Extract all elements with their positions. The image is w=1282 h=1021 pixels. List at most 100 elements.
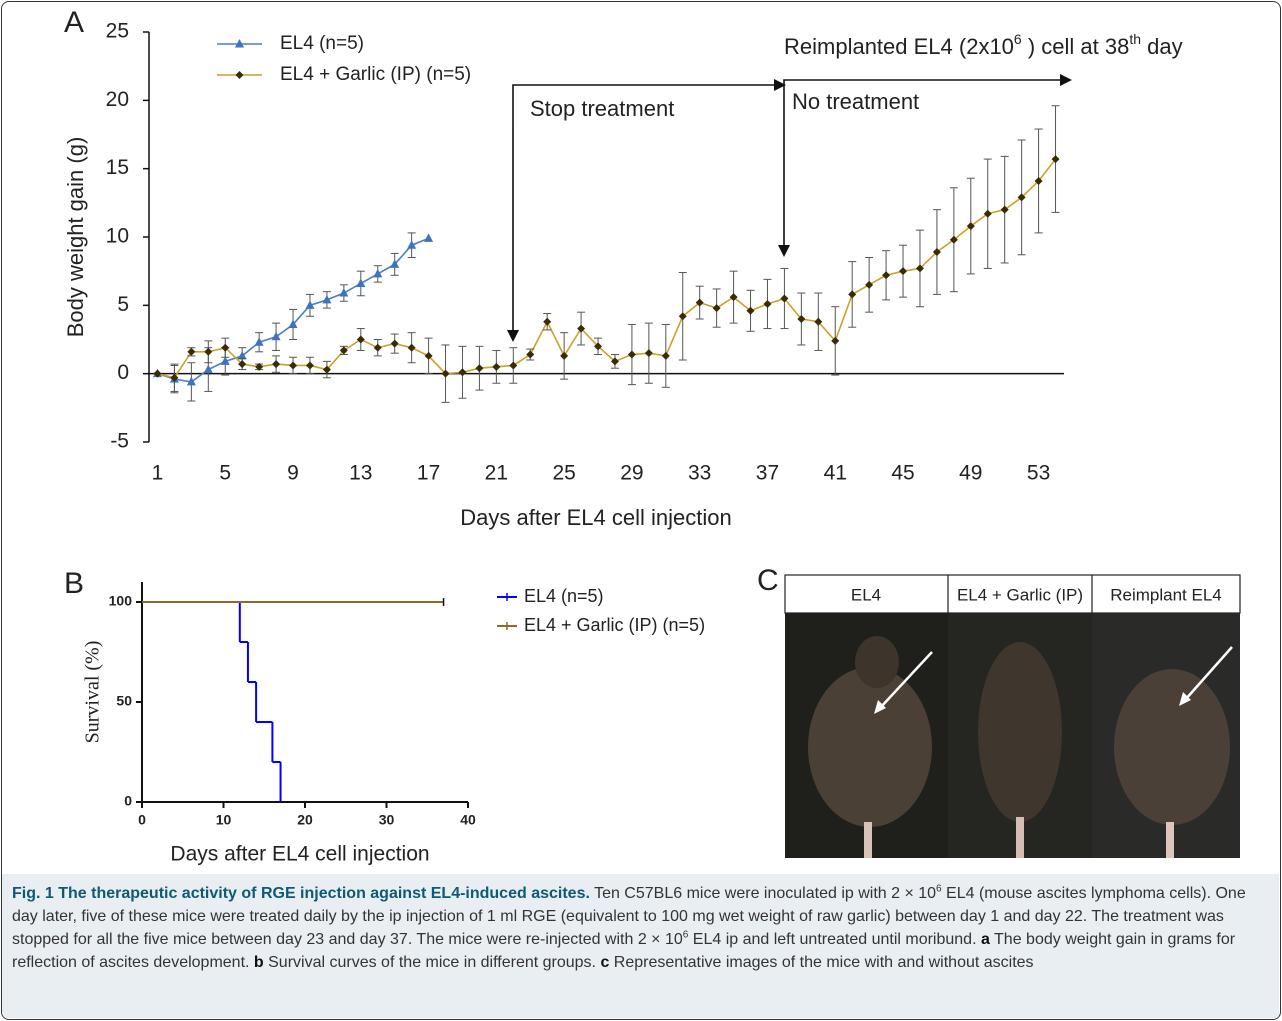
arrow	[783, 79, 1064, 250]
x-tick-label: 5	[219, 462, 231, 485]
data-point	[424, 351, 433, 360]
x-tick-label: 37	[756, 462, 779, 485]
caption-panel-ref: c	[600, 954, 610, 971]
y-tick-label: 50	[116, 693, 132, 709]
data-point	[949, 235, 958, 244]
data-point	[1017, 193, 1026, 202]
data-point	[678, 312, 687, 321]
y-tick-label: 5	[117, 293, 129, 316]
x-tick-label: 41	[824, 462, 847, 485]
data-point	[339, 288, 349, 297]
data-point	[322, 365, 331, 374]
data-point	[272, 360, 281, 369]
data-point	[271, 331, 281, 341]
x-tick-label: 10	[216, 812, 232, 828]
arrowhead	[774, 79, 786, 91]
column-header: EL4	[851, 585, 881, 604]
data-point	[746, 306, 755, 315]
column-header: EL4 + Garlic (IP)	[957, 585, 1083, 604]
arrowhead	[1179, 692, 1191, 706]
x-tick-label: 0	[138, 812, 146, 828]
arrowheads	[507, 74, 1072, 342]
caption-superscript: 6	[682, 929, 689, 941]
mouse-tail	[1016, 817, 1024, 858]
x-tick-label: 25	[552, 462, 575, 485]
annotation-superscript: 6	[1014, 31, 1022, 47]
arrowhead	[778, 245, 790, 257]
data-point	[594, 342, 603, 351]
data-point	[695, 298, 704, 307]
data-point	[186, 376, 196, 386]
data-point	[238, 360, 247, 369]
data-point	[780, 294, 789, 303]
mouse-body	[1114, 669, 1230, 825]
data-point	[373, 343, 382, 352]
data-point	[373, 268, 383, 278]
caption-panel-ref: b	[253, 954, 264, 971]
panel-letter: C	[757, 564, 779, 597]
arrowhead	[874, 700, 886, 714]
data-point	[915, 264, 924, 273]
data-point	[865, 280, 874, 289]
x-axis-label: Days after EL4 cell injection	[460, 505, 731, 530]
y-tick-label: 10	[106, 225, 129, 248]
x-tick-label: 1	[152, 462, 164, 485]
x-tick-label: 20	[297, 812, 313, 828]
y-tick-label: 0	[124, 793, 132, 809]
data-point	[848, 290, 857, 299]
annotation: Reimplanted EL4 (2x106 ) cell at 38th da…	[784, 31, 1183, 59]
data-point	[407, 240, 417, 249]
y-tick-label: 15	[106, 156, 129, 179]
data-point	[644, 349, 653, 358]
y-tick-label: 0	[117, 361, 129, 384]
figure-panels: A B C Days after EL4 cell injection Body…	[63, 6, 1241, 866]
arrow	[1184, 646, 1233, 701]
data-point	[797, 315, 806, 323]
data-point	[203, 364, 213, 374]
y-tick-label: 100	[109, 593, 133, 609]
caption-text: Representative images of the mice with a…	[609, 954, 1034, 971]
x-tick-label: 29	[620, 462, 643, 485]
data-point	[610, 357, 619, 366]
x-axis-label: Days after EL4 cell injection	[170, 843, 429, 866]
caption-superscript: 6	[936, 883, 942, 895]
data-point	[289, 361, 298, 370]
data-point	[627, 350, 636, 359]
data-point	[983, 209, 992, 218]
arrowhead	[1060, 74, 1072, 86]
data-point	[712, 304, 721, 313]
data-point	[220, 356, 230, 365]
caption-text: Survival curves of the mice in different…	[263, 954, 601, 971]
data-point	[441, 369, 450, 378]
data-point	[882, 271, 891, 280]
caption: Fig. 1 The therapeutic activity of RGE i…	[2, 874, 1279, 1018]
data-point	[543, 317, 552, 326]
column-header: Reimplant EL4	[1110, 585, 1222, 604]
data-point	[831, 336, 840, 345]
data-point	[424, 233, 434, 242]
annotation: No treatment	[792, 89, 919, 114]
caption-panel-ref: a	[980, 931, 990, 948]
annotation-part: Reimplanted EL4 (2x10	[784, 34, 1014, 59]
data-point	[204, 347, 213, 356]
legend-label: EL4 + Garlic (IP) (n=5)	[280, 64, 471, 85]
x-tick-label: 45	[891, 462, 914, 485]
data-point	[763, 299, 772, 308]
annotation-part: ) cell at 38	[1022, 34, 1130, 59]
data-point	[492, 362, 501, 371]
caption-text: EL4 (mouse ascites lymphoma cells). One …	[12, 885, 1246, 948]
data-point	[288, 319, 298, 328]
x-tick-label: 21	[485, 462, 508, 485]
data-point	[237, 350, 247, 360]
panel-c: EL4 EL4 + Garlic (IP) Reimplant EL4	[784, 574, 1241, 858]
data-point	[899, 267, 908, 276]
data-point	[526, 350, 535, 359]
arrow	[512, 84, 778, 335]
annotation-superscript: th	[1129, 31, 1141, 47]
data-point	[1034, 176, 1043, 185]
panel-letter: B	[64, 567, 84, 600]
annotation-arrows	[512, 79, 1064, 335]
caption-title: Fig. 1 The therapeutic activity of RGE i…	[12, 885, 590, 902]
data-point	[577, 324, 586, 333]
